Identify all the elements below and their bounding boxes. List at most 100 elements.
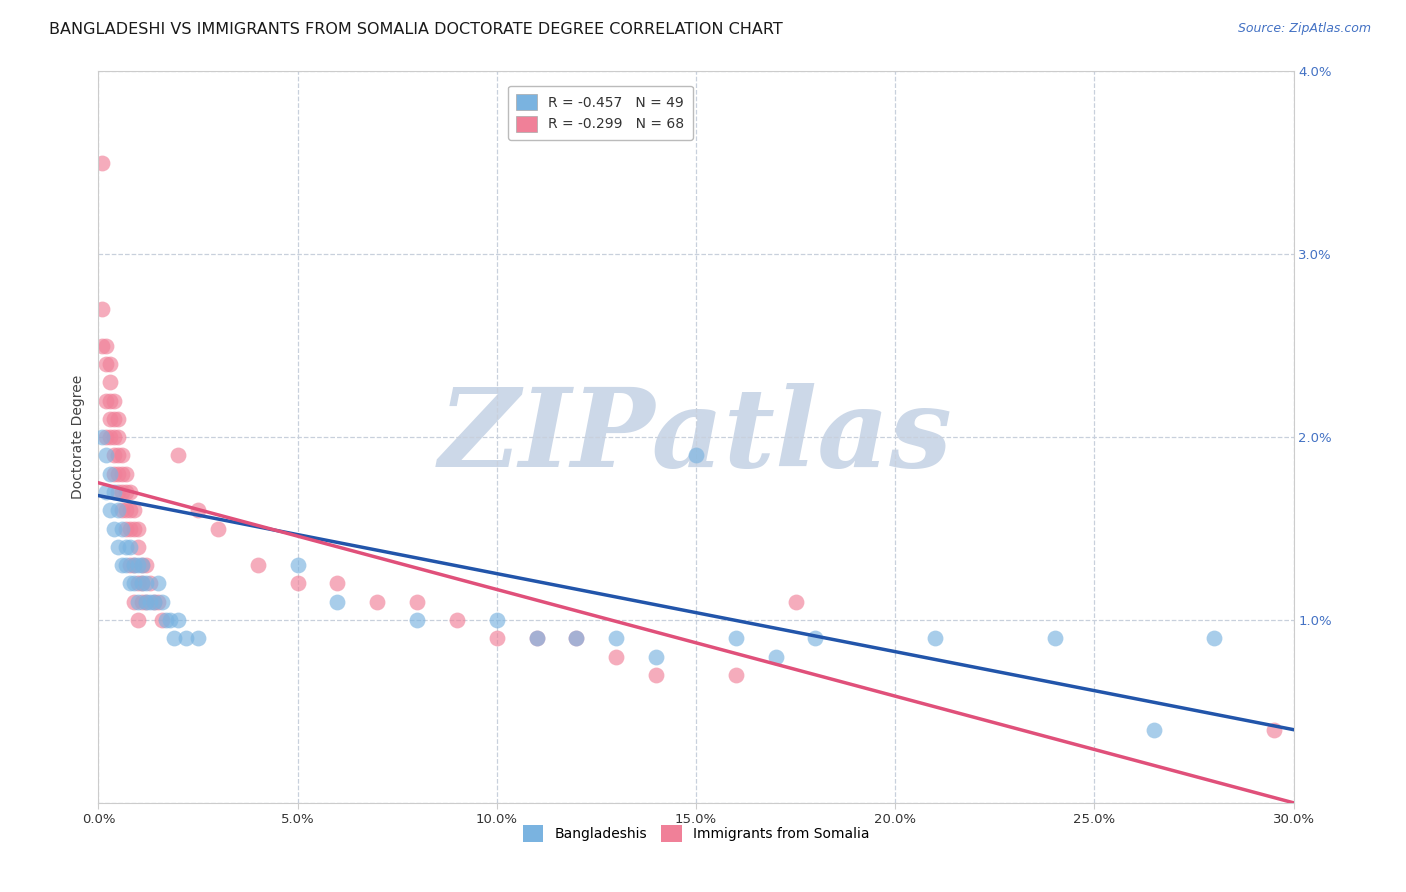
Point — [98, 357, 122, 371]
Point — [98, 430, 122, 444]
Point — [1043, 632, 1066, 646]
Point — [645, 649, 668, 664]
Point — [139, 576, 162, 591]
Point — [98, 467, 122, 481]
Point — [605, 649, 627, 664]
Point — [115, 503, 138, 517]
Point — [1263, 723, 1285, 737]
Point — [127, 576, 149, 591]
Point — [115, 521, 138, 535]
Point — [124, 595, 146, 609]
Point — [124, 558, 146, 573]
Point — [155, 613, 177, 627]
Point — [96, 485, 118, 500]
Text: ZIPatlas: ZIPatlas — [439, 384, 953, 491]
Point — [96, 449, 118, 463]
Point — [120, 540, 142, 554]
Point — [103, 449, 125, 463]
Point — [127, 613, 149, 627]
Point — [107, 485, 129, 500]
Point — [120, 576, 142, 591]
Point — [107, 430, 129, 444]
Point — [115, 467, 138, 481]
Point — [605, 632, 627, 646]
Point — [163, 632, 186, 646]
Point — [804, 632, 827, 646]
Point — [103, 521, 125, 535]
Point — [143, 595, 166, 609]
Point — [111, 467, 134, 481]
Point — [150, 613, 173, 627]
Point — [1202, 632, 1225, 646]
Point — [326, 576, 349, 591]
Point — [115, 558, 138, 573]
Point — [526, 632, 548, 646]
Point — [167, 613, 190, 627]
Point — [1143, 723, 1166, 737]
Point — [107, 412, 129, 426]
Point — [135, 576, 157, 591]
Point — [135, 595, 157, 609]
Point — [120, 521, 142, 535]
Point — [111, 485, 134, 500]
Point — [91, 302, 114, 317]
Point — [124, 521, 146, 535]
Point — [724, 632, 747, 646]
Point — [115, 485, 138, 500]
Point — [127, 521, 149, 535]
Point — [96, 357, 118, 371]
Point — [174, 632, 197, 646]
Point — [120, 558, 142, 573]
Point — [124, 503, 146, 517]
Point — [131, 558, 153, 573]
Point — [131, 558, 153, 573]
Point — [765, 649, 787, 664]
Point — [131, 576, 153, 591]
Point — [724, 667, 747, 681]
Point — [187, 503, 209, 517]
Point — [287, 558, 309, 573]
Point — [96, 338, 118, 352]
Point — [685, 449, 707, 463]
Point — [111, 449, 134, 463]
Point — [135, 595, 157, 609]
Point — [120, 485, 142, 500]
Text: Source: ZipAtlas.com: Source: ZipAtlas.com — [1237, 22, 1371, 36]
Point — [187, 632, 209, 646]
Point — [120, 503, 142, 517]
Point — [446, 613, 468, 627]
Point — [124, 558, 146, 573]
Point — [485, 632, 508, 646]
Point — [148, 595, 170, 609]
Point — [159, 613, 181, 627]
Point — [111, 503, 134, 517]
Point — [103, 412, 125, 426]
Point — [91, 338, 114, 352]
Point — [103, 467, 125, 481]
Point — [103, 485, 125, 500]
Point — [107, 449, 129, 463]
Point — [103, 393, 125, 408]
Point — [115, 540, 138, 554]
Point — [366, 595, 388, 609]
Point — [127, 540, 149, 554]
Point — [526, 632, 548, 646]
Point — [91, 155, 114, 169]
Point — [91, 430, 114, 444]
Text: BANGLADESHI VS IMMIGRANTS FROM SOMALIA DOCTORATE DEGREE CORRELATION CHART: BANGLADESHI VS IMMIGRANTS FROM SOMALIA D… — [49, 22, 783, 37]
Point — [326, 595, 349, 609]
Point — [565, 632, 588, 646]
Point — [107, 540, 129, 554]
Point — [98, 376, 122, 390]
Y-axis label: Doctorate Degree: Doctorate Degree — [72, 375, 86, 500]
Point — [98, 503, 122, 517]
Point — [406, 595, 429, 609]
Point — [135, 558, 157, 573]
Point — [406, 613, 429, 627]
Point — [127, 595, 149, 609]
Point — [107, 467, 129, 481]
Point — [143, 595, 166, 609]
Point — [167, 449, 190, 463]
Point — [96, 393, 118, 408]
Point — [131, 576, 153, 591]
